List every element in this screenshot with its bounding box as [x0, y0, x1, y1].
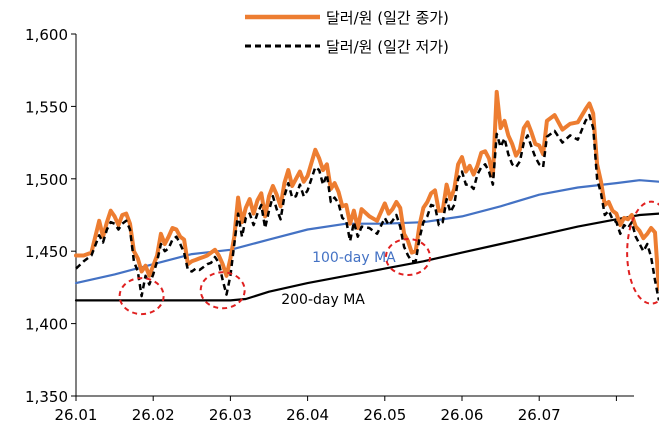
y-tick-label: 1,500: [25, 171, 68, 189]
highlight-circle: [199, 271, 246, 310]
x-tick-label: 26.05: [363, 406, 406, 424]
highlight-circle: [118, 277, 165, 316]
x-tick-label: 26.01: [55, 406, 98, 424]
legend: 달러/원 (일간 종가) 달러/원 (일간 저가): [245, 9, 449, 56]
x-tick-label: 26.06: [441, 406, 484, 424]
legend-label-low: 달러/원 (일간 저가): [326, 38, 449, 56]
series-line-ma100: [74, 179, 659, 285]
y-tick-label: 1,450: [25, 243, 68, 261]
series-layer: [74, 89, 659, 302]
highlight-circle: [626, 200, 659, 305]
highlight-circle: [384, 237, 431, 276]
y-tick-label: 1,550: [25, 98, 68, 116]
x-tick-label: 26.02: [132, 406, 175, 424]
annotation-layer: 100-day MA 200-day MA: [118, 200, 659, 316]
series-line-ma200: [74, 212, 659, 302]
series-line-low: [75, 113, 659, 301]
series-line-close: [74, 89, 659, 291]
label-ma100: 100-day MA: [312, 250, 396, 266]
x-tick-label: 26.04: [286, 406, 329, 424]
y-tick-label: 1,600: [25, 26, 68, 44]
y-tick-label: 1,350: [25, 388, 68, 406]
label-ma200: 200-day MA: [281, 292, 365, 308]
legend-label-close: 달러/원 (일간 종가): [326, 9, 449, 27]
y-tick-label: 1,400: [25, 316, 68, 334]
x-tick-label: 26.07: [518, 406, 561, 424]
x-tick-label: 26.03: [209, 406, 252, 424]
axes-layer: 1,350 1,400 1,450 1,500 1,550 1,600 26.01 26.02…: [25, 26, 634, 424]
